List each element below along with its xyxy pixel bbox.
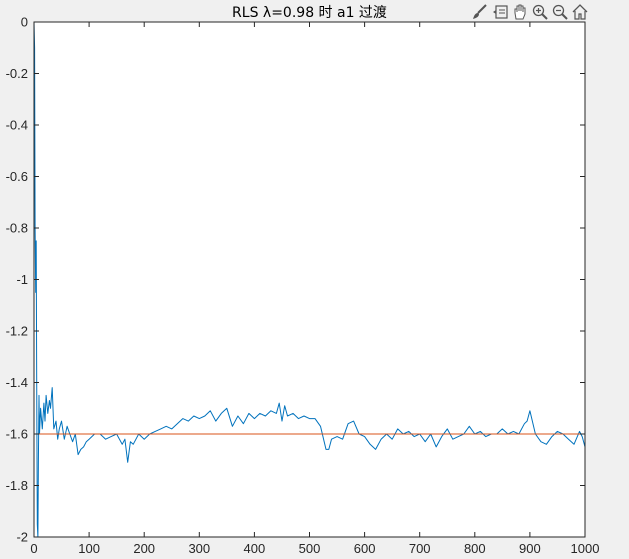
x-tick-label: 800 bbox=[464, 541, 486, 556]
pan-button[interactable] bbox=[510, 2, 529, 22]
zoom-in-icon bbox=[532, 4, 548, 20]
datatip-icon bbox=[492, 5, 508, 19]
home-icon bbox=[572, 4, 587, 20]
brush-button[interactable] bbox=[470, 2, 489, 22]
datatip-button[interactable] bbox=[490, 2, 509, 22]
brush-icon bbox=[472, 4, 487, 19]
x-tick-label: 1000 bbox=[571, 541, 600, 556]
axes-toolbar bbox=[470, 1, 589, 23]
y-tick-label: -0.2 bbox=[6, 66, 28, 81]
x-tick-label: 300 bbox=[188, 541, 210, 556]
y-tick-label: -1.2 bbox=[6, 324, 28, 339]
zoom-out-icon bbox=[552, 4, 568, 20]
y-tick-label: -1.4 bbox=[6, 375, 28, 390]
y-tick-label: -1.8 bbox=[6, 478, 28, 493]
chart-title: RLS λ=0.98 时 a1 过渡 bbox=[232, 5, 387, 21]
y-tick-label: -0.6 bbox=[6, 169, 28, 184]
x-tick-label: 900 bbox=[519, 541, 541, 556]
pan-hand-icon bbox=[514, 4, 525, 20]
home-button[interactable] bbox=[570, 2, 589, 22]
y-tick-label: -1.6 bbox=[6, 427, 28, 442]
x-tick-label: 400 bbox=[244, 541, 266, 556]
y-tick-label: -2 bbox=[16, 530, 28, 545]
y-tick-label: 0 bbox=[21, 15, 28, 30]
x-tick-label: 500 bbox=[299, 541, 321, 556]
x-tick-label: 600 bbox=[354, 541, 376, 556]
axes-background bbox=[34, 22, 585, 537]
y-tick-label: -0.4 bbox=[6, 118, 28, 133]
x-tick-label: 200 bbox=[133, 541, 155, 556]
zoom-in-button[interactable] bbox=[530, 2, 549, 22]
y-tick-label: -0.8 bbox=[6, 221, 28, 236]
zoom-out-button[interactable] bbox=[550, 2, 569, 22]
x-tick-label: 700 bbox=[409, 541, 431, 556]
y-tick-label: -1 bbox=[16, 272, 28, 287]
x-tick-label: 100 bbox=[78, 541, 100, 556]
x-tick-label: 0 bbox=[30, 541, 37, 556]
